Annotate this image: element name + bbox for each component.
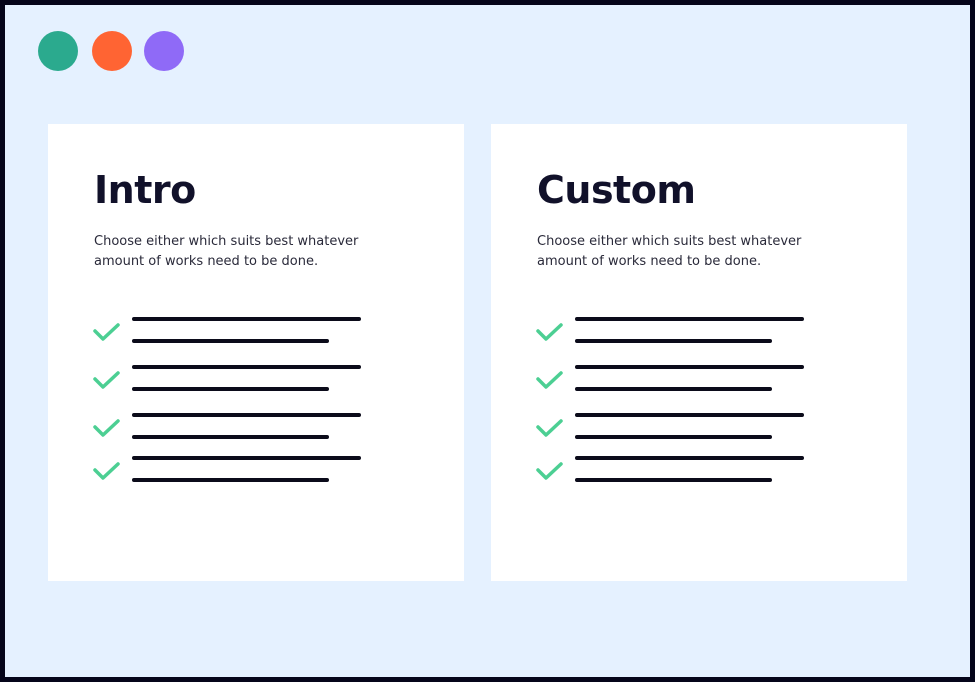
text-placeholder-line xyxy=(575,478,772,482)
text-placeholder-line xyxy=(575,317,804,321)
check-icon xyxy=(93,419,120,437)
window-dot-green[interactable] xyxy=(38,31,78,71)
card-description: Choose either which suits best whatever … xyxy=(94,234,359,269)
check-icon xyxy=(536,462,563,480)
list-item xyxy=(92,456,372,484)
window-dot-purple[interactable] xyxy=(144,31,184,71)
card-custom[interactable]: Custom Choose either which suits best wh… xyxy=(491,124,907,581)
list-item xyxy=(92,413,372,441)
check-icon xyxy=(536,371,563,389)
text-placeholder-line xyxy=(575,413,804,417)
text-placeholder-line xyxy=(132,365,361,369)
text-placeholder-line xyxy=(132,339,329,343)
check-icon xyxy=(93,371,120,389)
text-placeholder-line xyxy=(132,435,329,439)
text-placeholder-line xyxy=(575,456,804,460)
list-item xyxy=(535,365,815,393)
list-item xyxy=(535,317,815,345)
card-title: Custom xyxy=(537,168,696,212)
text-placeholder-line xyxy=(132,387,329,391)
text-placeholder-line xyxy=(132,317,361,321)
list-item xyxy=(535,413,815,441)
list-item xyxy=(535,456,815,484)
text-placeholder-line xyxy=(132,413,361,417)
list-item xyxy=(92,317,372,345)
card-intro[interactable]: Intro Choose either which suits best wha… xyxy=(48,124,464,581)
text-placeholder-line xyxy=(575,387,772,391)
text-placeholder-line xyxy=(575,339,772,343)
check-icon xyxy=(536,323,563,341)
text-placeholder-line xyxy=(132,456,361,460)
text-placeholder-line xyxy=(575,435,772,439)
list-item xyxy=(92,365,372,393)
card-description: Choose either which suits best whatever … xyxy=(537,234,802,269)
card-title: Intro xyxy=(94,168,196,212)
window: Intro Choose either which suits best wha… xyxy=(5,5,970,677)
check-icon xyxy=(536,419,563,437)
check-icon xyxy=(93,323,120,341)
window-dot-orange[interactable] xyxy=(92,31,132,71)
check-icon xyxy=(93,462,120,480)
text-placeholder-line xyxy=(132,478,329,482)
text-placeholder-line xyxy=(575,365,804,369)
